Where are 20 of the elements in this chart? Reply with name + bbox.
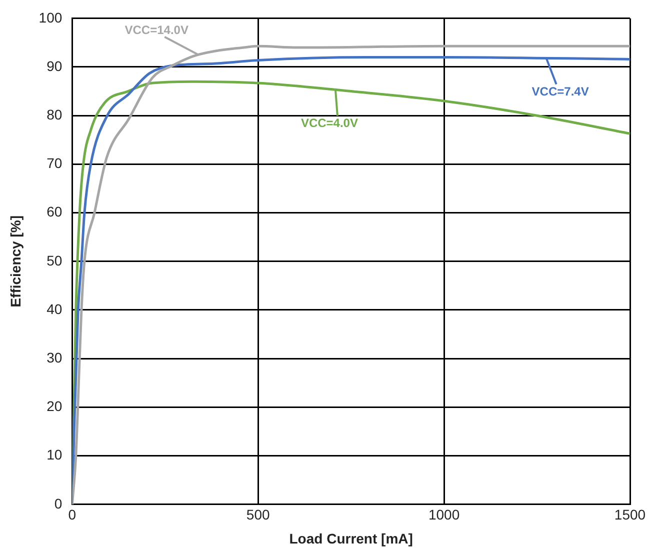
x-tick-label: 0 xyxy=(68,506,76,523)
x-tick-label: 1500 xyxy=(614,506,646,523)
y-tick-label: 60 xyxy=(46,204,62,220)
y-tick-label: 10 xyxy=(46,446,62,463)
y-tick-label: 90 xyxy=(46,58,62,74)
y-axis-title: Efficiency [%] xyxy=(7,215,24,308)
y-tick-label: 30 xyxy=(46,349,62,366)
annotation: VCC=14.0V xyxy=(124,23,188,38)
x-tick-label: 500 xyxy=(246,506,270,523)
y-tick-label: 20 xyxy=(46,398,62,414)
x-axis-title: Load Current [mA] xyxy=(289,530,413,546)
y-tick-label: 0 xyxy=(54,495,62,512)
y-tick-label: 100 xyxy=(38,9,62,26)
annotation: VCC=4.0V xyxy=(300,116,358,130)
y-tick-label: 40 xyxy=(46,300,62,317)
y-tick-label: 70 xyxy=(46,155,62,172)
y-tick-label: 50 xyxy=(46,252,62,268)
y-tick-label: 80 xyxy=(46,106,62,122)
annotation: VCC=7.4V xyxy=(532,84,589,99)
x-tick-label: 1000 xyxy=(428,506,460,523)
